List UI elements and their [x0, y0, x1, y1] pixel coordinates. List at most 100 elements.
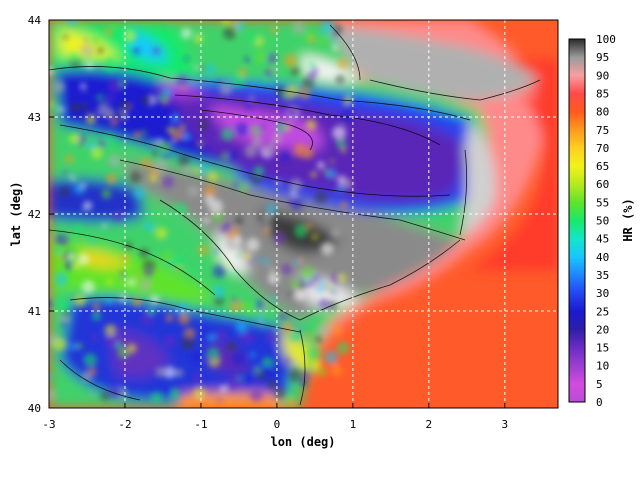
speckle: [244, 56, 251, 63]
speckle: [61, 321, 68, 327]
speckle: [155, 366, 166, 378]
colorbar-tick-label: 90: [596, 69, 609, 82]
ebro-white: [215, 230, 250, 274]
speckle: [292, 21, 306, 35]
colorbar-tick-label: 75: [596, 124, 609, 137]
speckle: [302, 369, 313, 380]
speckle: [54, 234, 65, 244]
speckle: [178, 312, 191, 325]
speckle: [148, 173, 158, 183]
colorbar-label: HR (%): [621, 198, 635, 241]
speckle: [306, 223, 313, 229]
speckle: [134, 187, 146, 199]
speckle: [308, 70, 318, 80]
speckle: [306, 347, 321, 362]
x-tick-label: 1: [350, 418, 357, 431]
y-tick-label: 42: [28, 208, 41, 221]
speckle: [75, 342, 83, 350]
nw-cyan: [130, 30, 170, 62]
x-tick-label: 2: [426, 418, 433, 431]
speckle: [58, 106, 65, 113]
speckle: [85, 113, 97, 125]
speckle: [265, 204, 277, 216]
speckle: [232, 351, 246, 365]
speckle: [202, 217, 210, 224]
speckle: [333, 39, 338, 45]
colorbar-tick-label: 30: [596, 287, 609, 300]
speckle: [290, 279, 299, 289]
speckle: [74, 224, 83, 233]
colorbar-tick-label: 50: [596, 215, 609, 228]
speckle: [236, 335, 242, 341]
speckle: [81, 102, 89, 110]
speckle: [235, 122, 249, 136]
x-tick-label: -2: [118, 418, 131, 431]
colorbar-tick-label: 20: [596, 323, 609, 336]
speckle: [66, 20, 77, 26]
speckle: [81, 280, 95, 294]
speckle: [314, 191, 328, 204]
speckle: [87, 143, 92, 148]
x-axis: -3 -2 -1 0 1 2 3: [42, 403, 508, 431]
speckle: [169, 52, 177, 59]
speckle: [191, 351, 203, 362]
speckle: [234, 215, 244, 225]
speckle: [92, 303, 100, 311]
x-tick-label: -3: [42, 418, 55, 431]
speckle: [244, 252, 252, 260]
speckle: [49, 373, 53, 381]
speckle: [264, 142, 276, 154]
speckle: [53, 81, 65, 93]
speckle: [340, 111, 353, 124]
colorbar-tick-label: 40: [596, 251, 609, 264]
speckle: [106, 29, 113, 36]
speckle: [262, 258, 269, 265]
speckle: [183, 247, 189, 253]
speckle: [158, 140, 171, 154]
speckle: [254, 255, 259, 260]
speckle: [289, 187, 294, 192]
speckle: [332, 325, 344, 337]
speckle: [110, 118, 118, 127]
speckle: [275, 121, 288, 134]
speckle: [68, 253, 75, 261]
speckle: [335, 74, 345, 85]
speckle: [331, 364, 343, 377]
speckle: [81, 94, 90, 103]
speckle: [212, 137, 218, 144]
speckle: [199, 164, 209, 174]
colorbar-tick-label: 100: [596, 33, 616, 46]
speckle: [70, 102, 81, 113]
speckle: [205, 64, 216, 74]
speckle: [195, 65, 200, 70]
speckle: [327, 301, 338, 311]
s-yellow: [80, 250, 130, 268]
speckle: [308, 36, 316, 44]
se-yellow: [280, 330, 320, 371]
speckle: [151, 140, 156, 145]
speckle: [155, 227, 168, 240]
speckle: [226, 341, 237, 352]
colorbar-gradient: [568, 38, 586, 403]
speckle: [330, 227, 341, 238]
colorbar-tick-label: 55: [596, 196, 609, 209]
speckle: [299, 378, 308, 387]
speckle: [64, 262, 74, 271]
speckle: [236, 252, 242, 258]
speckle: [220, 385, 227, 393]
speckle: [132, 47, 140, 55]
sw-purple-2: [210, 340, 250, 374]
speckle: [305, 332, 312, 339]
speckle: [293, 288, 306, 301]
speckle: [166, 126, 175, 134]
speckle: [265, 53, 277, 64]
speckle: [133, 274, 139, 280]
speckle: [331, 32, 338, 38]
speckle: [302, 77, 315, 90]
colorbar-tick-label: 15: [596, 342, 609, 355]
speckle: [287, 107, 298, 118]
y-tick-label: 40: [28, 402, 41, 415]
speckle: [289, 368, 303, 382]
speckle: [257, 214, 265, 222]
speckle: [233, 272, 239, 277]
